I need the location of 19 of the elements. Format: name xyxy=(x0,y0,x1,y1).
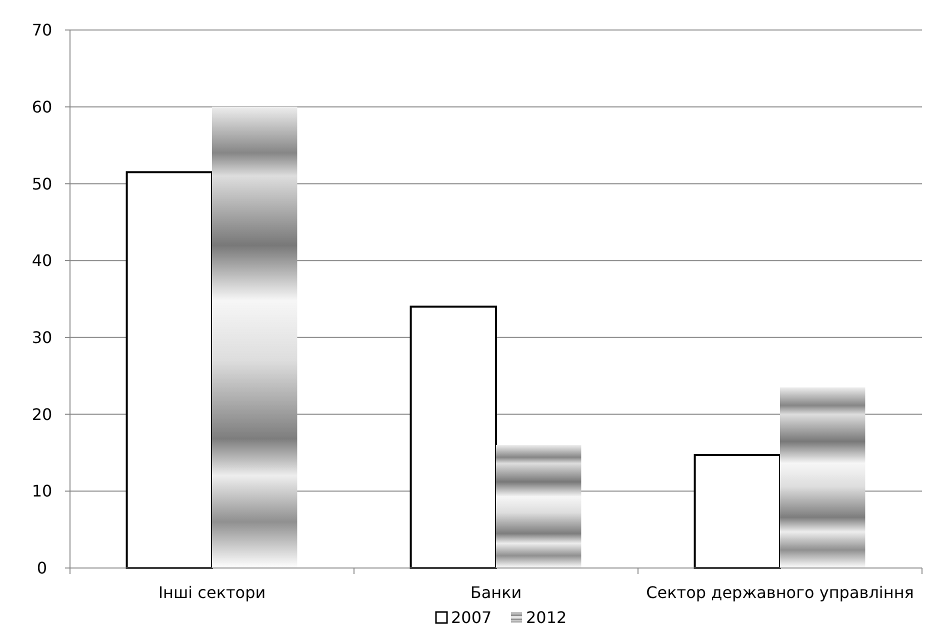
x-tick-label: Інші сектори xyxy=(158,583,266,602)
y-tick-label: 50 xyxy=(32,174,52,194)
y-tick-label: 30 xyxy=(32,328,52,348)
y-tick-label: 20 xyxy=(32,404,52,424)
y-tick-label: 60 xyxy=(32,97,52,116)
y-tick-label: 0 xyxy=(36,558,48,578)
bar xyxy=(126,171,213,569)
legend-label: 2012 xyxy=(526,608,567,627)
y-tick-label: 10 xyxy=(32,482,52,501)
y-tick-label: 40 xyxy=(32,251,52,270)
bar xyxy=(780,387,866,568)
bar xyxy=(410,306,497,569)
bar xyxy=(694,454,781,569)
x-tick-label: Сектор державного управління xyxy=(646,583,914,602)
bar xyxy=(212,106,298,568)
x-tick-label: Банки xyxy=(470,583,522,602)
y-tick-label: 70 xyxy=(32,20,52,40)
legend-label: 2007 xyxy=(451,608,492,627)
bar xyxy=(496,445,582,568)
